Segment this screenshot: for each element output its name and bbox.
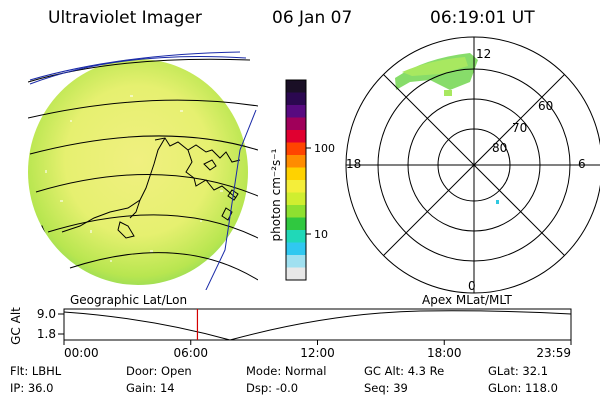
colorbar-cell <box>286 267 306 281</box>
mlt-label-bottom: 0 <box>468 279 476 293</box>
date-label: 06 Jan 07 <box>272 8 353 28</box>
info-glon: GLon: 118.0 <box>488 381 558 395</box>
aurora-fragment <box>444 90 452 96</box>
mlt-label-right: 6 <box>578 157 586 171</box>
colorbar-cell <box>286 205 306 218</box>
time-tick-label: 23:59 <box>536 346 571 360</box>
mlt-label-left: 18 <box>346 157 361 171</box>
colorbar-unit-label: photon cm⁻²s⁻¹ <box>269 148 283 241</box>
earth-disc <box>28 59 248 285</box>
info-ip: IP: 36.0 <box>10 381 54 395</box>
disc-outline <box>29 51 257 290</box>
lat-label-80: 80 <box>492 141 507 155</box>
info-gain: Gain: 14 <box>126 381 175 395</box>
info-dsp: Dsp: -0.0 <box>246 381 299 395</box>
coastlines <box>33 137 241 241</box>
colorbar-cell <box>286 255 306 268</box>
colorbar-cell <box>286 80 306 93</box>
info-seq: Seq: 39 <box>364 381 408 395</box>
timeline-right-title: Apex MLat/MLT <box>422 293 512 307</box>
y-max-label: 9.0 <box>37 307 56 321</box>
time-tick-label: 18:00 <box>427 346 462 360</box>
time-tick-label: 06:00 <box>173 346 208 360</box>
altitude-curve <box>63 310 572 341</box>
info-flt: Flt: LBHL <box>10 364 62 378</box>
colorbar-cell <box>286 242 306 256</box>
colorbar-tick-low: 10 <box>314 228 328 241</box>
y-axis-label: GC Alt <box>9 307 23 345</box>
info-glat: GLat: 32.1 <box>488 364 549 378</box>
colorbar-cell <box>286 192 306 206</box>
timeline-left-title: Geographic Lat/Lon <box>70 293 187 307</box>
y-min-label: 1.8 <box>37 327 56 341</box>
info-mode: Mode: Normal <box>246 364 327 378</box>
lat-label-70: 70 <box>512 121 527 135</box>
colorbar-cell <box>286 230 306 243</box>
colorbar-cell <box>286 105 306 118</box>
info-door: Door: Open <box>126 364 192 378</box>
noise-speckle <box>45 95 223 262</box>
aurora-patch-core <box>402 57 468 76</box>
time-label: 06:19:01 UT <box>430 8 535 28</box>
colorbar-cell <box>286 92 306 106</box>
colorbar-cell <box>286 217 306 231</box>
earth-image <box>28 51 258 290</box>
colorbar-cell <box>286 130 306 143</box>
info-gc-alt: GC Alt: 4.3 Re <box>364 364 445 378</box>
colorbar-tick-high: 100 <box>314 142 335 155</box>
aurora-fragment-small <box>496 200 499 204</box>
time-tick-label: 12:00 <box>300 346 335 360</box>
app-title: Ultraviolet Imager <box>48 8 202 28</box>
colorbar-cell <box>286 167 306 181</box>
polar-plot: 12 18 6 0 60 70 80 <box>345 36 600 294</box>
colorbar-cell <box>286 142 306 156</box>
colorbar-cell <box>286 180 306 193</box>
timeline-plot: Geographic Lat/Lon Apex MLat/MLT 9.0 1.8… <box>9 293 572 360</box>
colorbar-cell <box>286 155 306 168</box>
lat-label-60: 60 <box>538 99 553 113</box>
time-tick-label: 00:00 <box>64 346 99 360</box>
lat-lon-grid <box>28 58 258 281</box>
mlt-label-top: 12 <box>476 47 491 61</box>
colorbar-cell <box>286 117 306 131</box>
colorbar: 100 10 photon cm⁻²s⁻¹ <box>269 79 335 281</box>
